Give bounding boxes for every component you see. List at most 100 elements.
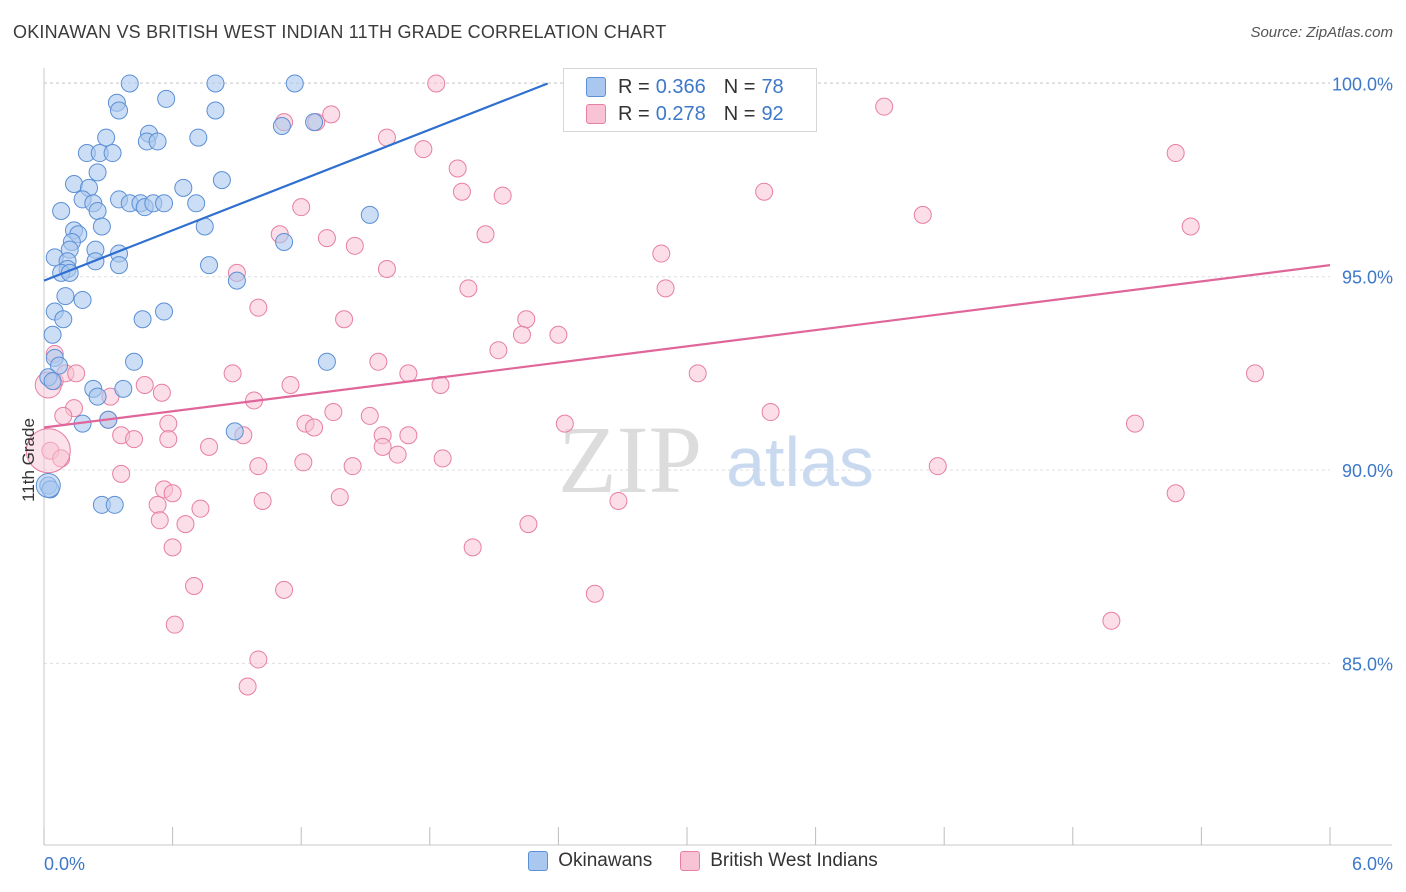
y-tick-label: 100.0%: [1332, 74, 1393, 94]
trend-line-okinawans: [43, 82, 549, 282]
axis-labels: 85.0% 90.0% 95.0% 100.0% 0.0% 6.0% 11th Grade: [19, 74, 1393, 874]
point-okinawans: [148, 132, 167, 151]
legend-row-okinawans: R = 0.366 N = 78: [586, 75, 784, 99]
point-okinawans: [206, 74, 225, 93]
legend-label-okinawans: Okinawans: [558, 850, 653, 871]
trend-lines: [43, 82, 1331, 429]
point-british-west-indians: [652, 244, 671, 263]
point-british-west-indians: [125, 430, 144, 449]
point-okinawans: [43, 372, 62, 391]
legend-swatch-okinawans: [586, 77, 606, 97]
point-okinawans: [125, 352, 144, 371]
point-british-west-indians: [656, 279, 675, 298]
point-british-west-indians: [549, 325, 568, 344]
point-british-west-indians: [191, 499, 210, 518]
legend-swatch-british-west-indians: [680, 851, 701, 871]
point-okinawans: [133, 310, 152, 329]
legend-r-label: R =: [618, 75, 650, 98]
point-okinawans: [88, 387, 107, 406]
point-british-west-indians: [369, 352, 388, 371]
point-british-west-indians: [433, 449, 452, 468]
point-british-west-indians: [152, 383, 171, 402]
point-british-west-indians: [150, 511, 169, 530]
point-okinawans: [56, 287, 75, 306]
point-british-west-indians: [54, 406, 73, 425]
point-british-west-indians: [1166, 484, 1185, 503]
point-british-west-indians: [159, 430, 178, 449]
point-british-west-indians: [324, 403, 343, 422]
point-british-west-indians: [928, 457, 947, 476]
point-british-west-indians: [377, 260, 396, 279]
point-okinawans: [110, 101, 129, 120]
point-okinawans: [97, 128, 116, 147]
point-british-west-indians: [688, 364, 707, 383]
point-british-west-indians: [238, 677, 257, 696]
point-okinawans: [187, 194, 206, 213]
legend-row-british-west-indians: R = 0.278 N = 92: [586, 102, 784, 126]
point-british-west-indians: [913, 205, 932, 224]
point-okinawans: [285, 74, 304, 93]
y-tick-label: 90.0%: [1342, 461, 1393, 481]
y-tick-label: 85.0%: [1342, 654, 1393, 674]
legend-n-label: N =: [723, 75, 756, 98]
point-okinawans: [305, 113, 324, 132]
point-okinawans: [275, 232, 294, 251]
point-okinawans: [155, 302, 174, 321]
point-british-west-indians: [1125, 414, 1144, 433]
watermark-atlas: atlas: [726, 423, 874, 501]
point-okinawans: [225, 422, 244, 441]
legend-swatch-british-west-indians: [586, 104, 606, 124]
point-okinawans: [114, 379, 133, 398]
point-british-west-indians: [388, 445, 407, 464]
point-okinawans: [360, 205, 379, 224]
x-tick-label-min: 0.0%: [44, 854, 85, 874]
legend-swatch-okinawans: [528, 851, 549, 871]
point-british-west-indians: [1181, 217, 1200, 236]
point-okinawans: [50, 356, 69, 375]
point-british-west-indians: [322, 105, 341, 124]
point-okinawans: [73, 290, 92, 309]
point-british-west-indians: [317, 229, 336, 248]
legend-r-label: R =: [618, 102, 650, 125]
legend-n-value: 78: [761, 75, 784, 98]
point-okinawans: [105, 495, 124, 514]
point-british-west-indians: [414, 140, 433, 159]
point-british-west-indians: [427, 74, 446, 93]
legend-n-label: N =: [723, 102, 756, 125]
point-british-west-indians: [148, 495, 167, 514]
point-okinawans-large: [35, 472, 61, 498]
point-british-west-indians: [448, 159, 467, 178]
point-british-west-indians: [360, 406, 379, 425]
point-okinawans: [65, 174, 84, 193]
legend-r-value: 0.366: [655, 75, 706, 98]
point-okinawans: [206, 101, 225, 120]
point-okinawans: [272, 116, 291, 135]
point-okinawans: [43, 325, 62, 344]
legend-item-british-west-indians[interactable]: British West Indians: [680, 850, 878, 872]
point-british-west-indians: [275, 580, 294, 599]
legend-item-okinawans[interactable]: Okinawans: [528, 850, 652, 872]
point-british-west-indians: [493, 186, 512, 205]
point-british-west-indians: [1166, 144, 1185, 163]
point-british-west-indians: [335, 310, 354, 329]
points-okinawans: [35, 74, 714, 514]
point-british-west-indians: [1245, 364, 1264, 383]
point-british-west-indians: [159, 414, 178, 433]
point-okinawans: [120, 74, 139, 93]
source-label[interactable]: Source: ZipAtlas.com: [1250, 24, 1393, 41]
trend-line-british-west-indians: [43, 264, 1331, 429]
y-axis-label: 11th Grade: [19, 418, 38, 502]
point-british-west-indians: [292, 198, 311, 217]
point-british-west-indians: [373, 437, 392, 456]
point-british-west-indians: [459, 279, 478, 298]
point-british-west-indians: [555, 414, 574, 433]
point-okinawans: [103, 144, 122, 163]
point-okinawans: [200, 256, 219, 275]
point-british-west-indians: [185, 577, 204, 595]
point-british-west-indians: [517, 310, 536, 329]
point-british-west-indians: [165, 615, 184, 634]
point-okinawans: [110, 256, 129, 275]
point-okinawans: [92, 217, 111, 236]
points-british-west-indians: [25, 74, 1264, 696]
